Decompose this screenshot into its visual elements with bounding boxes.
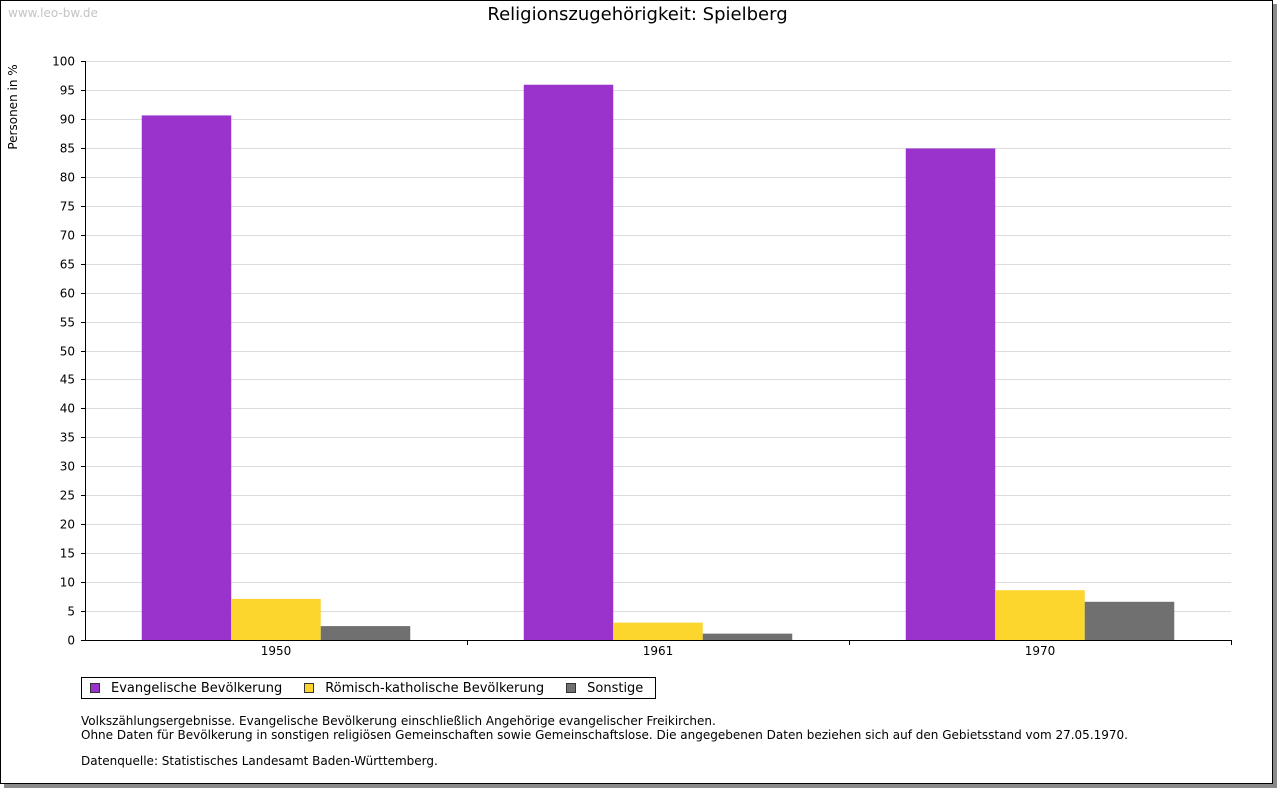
y-tick-label-95: 95 (60, 84, 75, 98)
y-tick-label-25: 25 (60, 489, 75, 503)
legend-item-evangelisch: Evangelische Bevölkerung (90, 681, 282, 696)
bar-1970-1 (905, 148, 996, 640)
chart-title: Religionszugehörigkeit: Spielberg (487, 4, 788, 25)
note-line-1: Volkszählungsergebnisse. Evangelische Be… (81, 714, 716, 728)
x-tick-label-1970: 1970 (1025, 644, 1056, 658)
bar-1970-3 (1084, 601, 1175, 640)
legend: Evangelische Bevölkerung Römisch-katholi… (81, 677, 657, 699)
bar-1950-3 (320, 626, 411, 640)
y-axis-label: Personen in % (6, 64, 20, 149)
bar-chart: 0 5 10 15 20 25 30 35 40 45 50 55 60 65 70 75 80 85 90 95 10… (6, 55, 1232, 658)
bar-1970-2 (995, 590, 1085, 640)
legend-swatch-sonstige (566, 683, 577, 693)
y-tick-label-100: 100 (52, 55, 75, 69)
y-tick-label-0: 0 (67, 634, 75, 648)
y-tick-label-45: 45 (60, 373, 75, 387)
y-tick-label-20: 20 (60, 518, 75, 532)
bar-1950-2 (231, 598, 321, 640)
y-tick-label-60: 60 (60, 287, 75, 301)
bar-1950-1 (141, 115, 232, 640)
chart-notes: Volkszählungsergebnisse. Evangelische Be… (81, 714, 1128, 768)
y-tick-label-15: 15 (60, 547, 75, 561)
legend-label-sonstige: Sonstige (587, 680, 644, 696)
legend-swatch-katholisch (304, 683, 315, 693)
y-tick-label-30: 30 (60, 460, 75, 474)
y-tick-label-70: 70 (60, 229, 75, 243)
y-tick-label-10: 10 (60, 576, 75, 590)
legend-item-katholisch: Römisch-katholische Bevölkerung (304, 681, 544, 696)
y-tick-label-75: 75 (60, 200, 75, 214)
y-tick-label-5: 5 (67, 605, 75, 619)
y-tick-label-65: 65 (60, 258, 75, 272)
x-tick-label-1950: 1950 (261, 644, 292, 658)
bar-1961-3 (702, 633, 793, 640)
legend-label-katholisch: Römisch-katholische Bevölkerung (325, 680, 545, 696)
y-tick-label-40: 40 (60, 402, 75, 416)
y-tick-label-35: 35 (60, 431, 75, 445)
bar-1961-2 (613, 622, 703, 640)
y-tick-label-50: 50 (60, 345, 75, 359)
watermark: www.leo-bw.de (8, 6, 98, 20)
legend-label-evangelisch: Evangelische Bevölkerung (111, 680, 283, 696)
data-source: Datenquelle: Statistisches Landesamt Bad… (81, 754, 438, 768)
bar-1961-1 (523, 84, 614, 640)
y-tick-label-80: 80 (60, 171, 75, 185)
y-tick-label-55: 55 (60, 316, 75, 330)
legend-swatch-evangelisch (90, 683, 100, 693)
y-tick-label-85: 85 (60, 142, 75, 156)
x-tick-label-1961: 1961 (643, 644, 674, 658)
y-tick-label-90: 90 (60, 113, 75, 127)
note-line-2: Ohne Daten für Bevölkerung in sonstigen … (81, 728, 1128, 742)
legend-item-sonstige: Sonstige (566, 681, 643, 696)
